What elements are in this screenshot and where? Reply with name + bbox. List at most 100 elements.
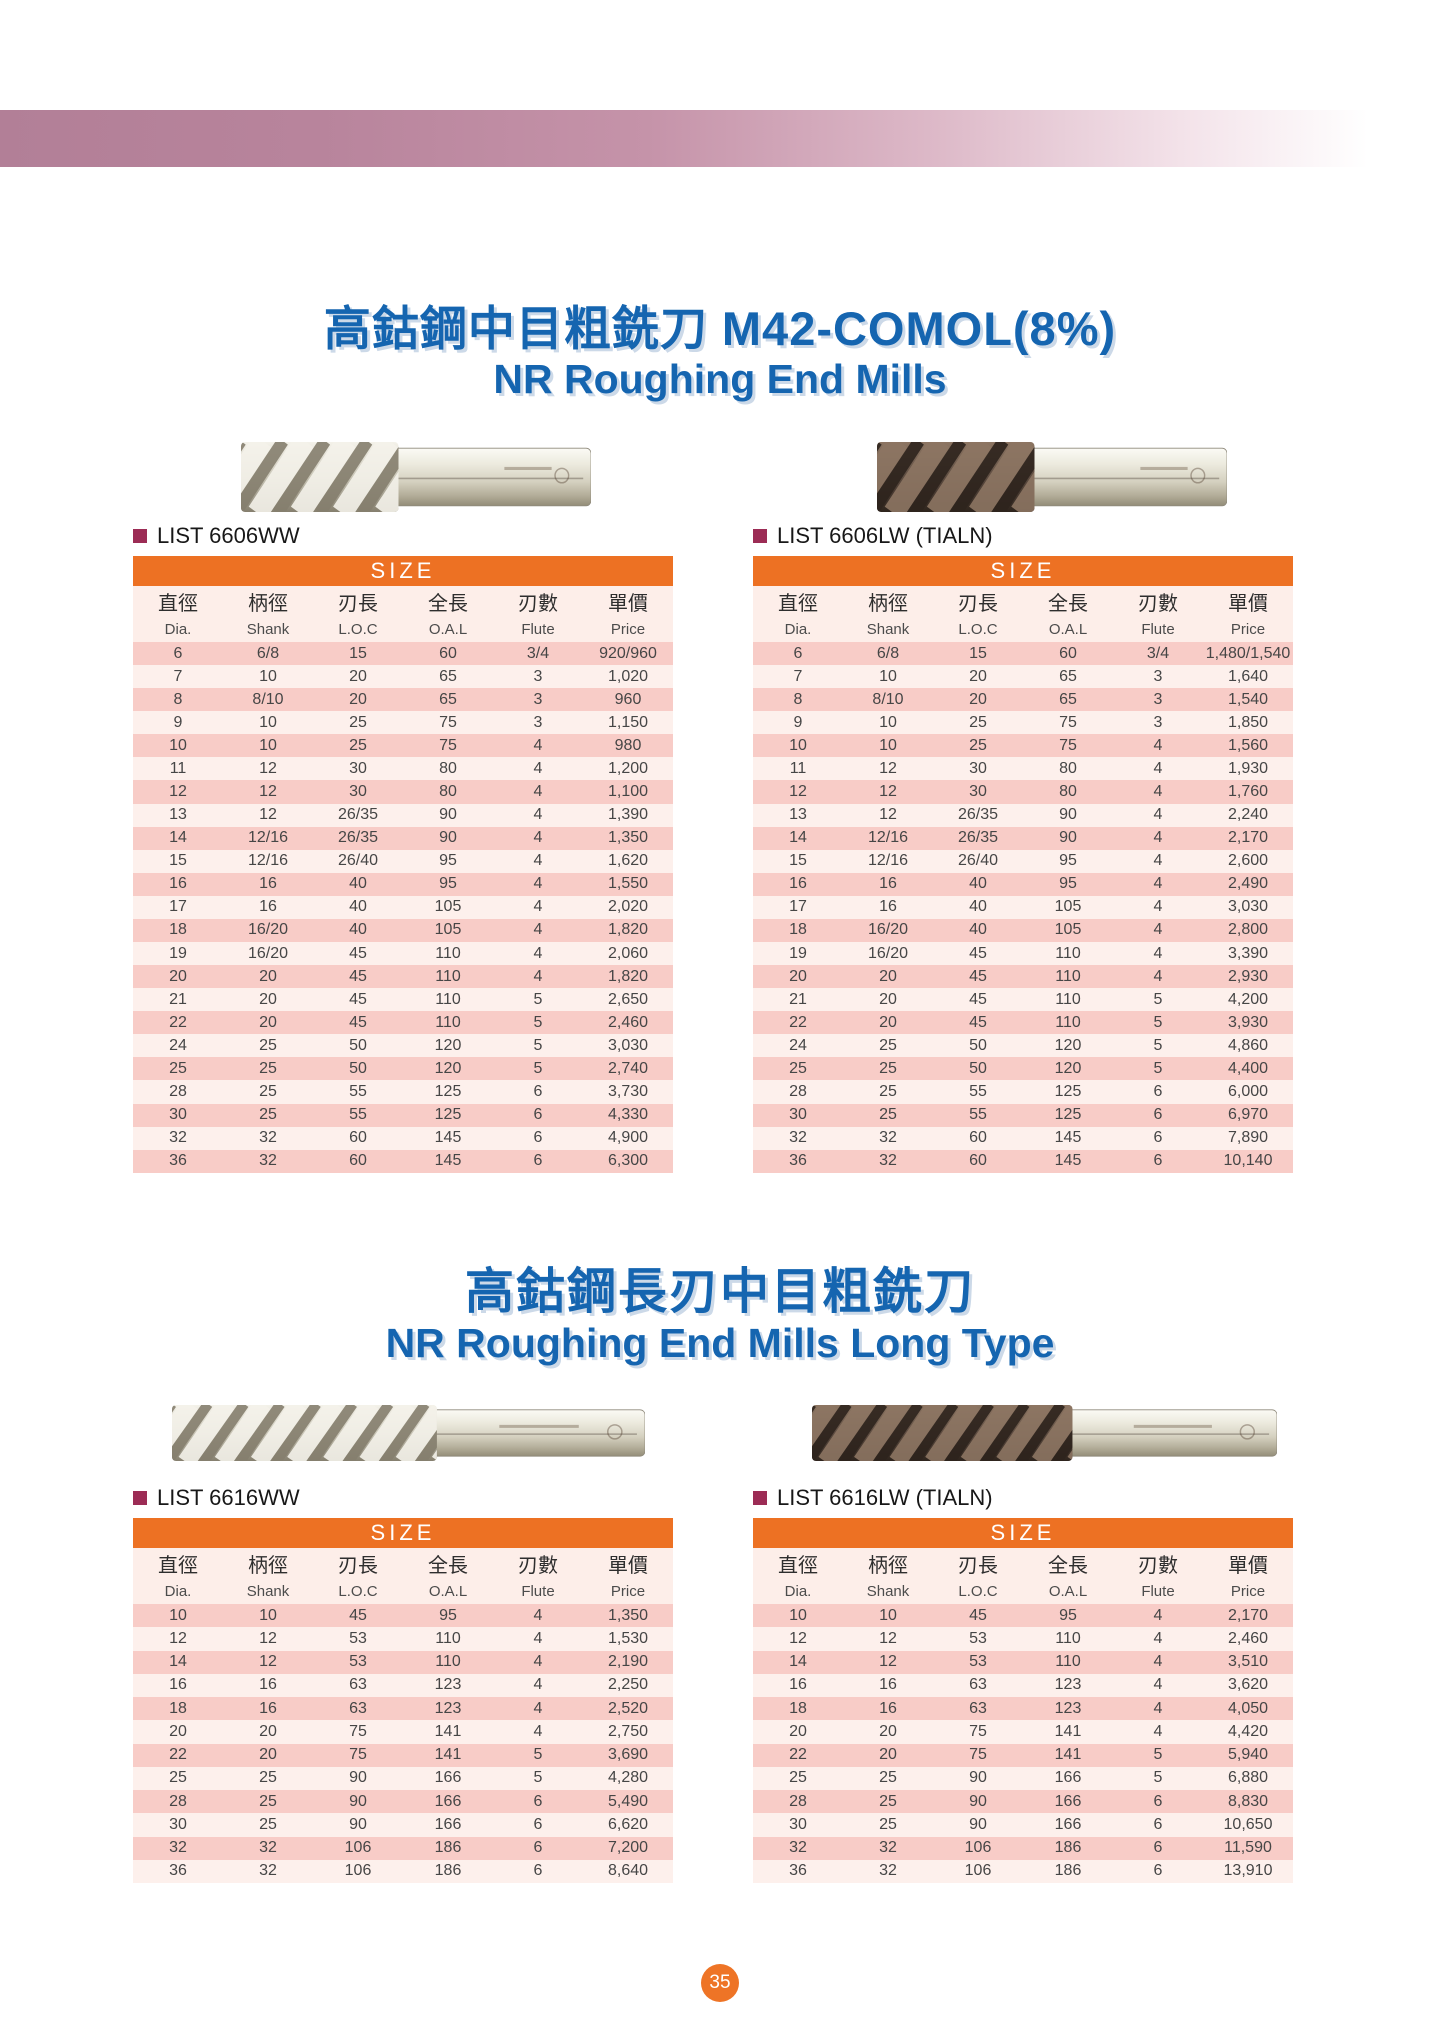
table-row: 30 25 90 166 6 10,650 [753,1813,1293,1837]
table-cell: 4 [533,1629,543,1647]
table-cell: 55 [349,1083,367,1101]
table-row: 32 32 60 145 6 7,890 [753,1126,1293,1150]
table-cell: 1,390 [607,806,649,824]
table-cell: 2,490 [1227,875,1269,893]
column-header-zh: 單價 [608,593,648,615]
table-row: 16 16 40 95 4 1,550 [133,872,673,896]
column-header-zh: 單價 [608,1555,648,1577]
table-cell: 8 [793,690,803,708]
table-cell: 6 [533,1862,543,1880]
table-cell: 2,250 [607,1676,649,1694]
table-cell: 25 [879,1106,897,1124]
column-header-zh: 全長 [428,1555,468,1577]
table-cell: 1,100 [607,783,649,800]
table-cell: 3 [533,667,543,685]
table-cell: 10 [879,713,897,731]
table-cell: 1,350 [607,829,649,847]
table-cell: 16 [259,1699,277,1717]
table-cell: 110 [1055,1653,1081,1671]
table-cell: 63 [969,1676,987,1694]
table-cell: 3 [1153,667,1163,685]
table-cell: 32 [879,1152,897,1170]
column-header-en: Shank [866,1583,910,1600]
table-cell: 25 [169,1059,187,1077]
table-cell: 30 [969,783,987,800]
table-row: 20 20 75 141 4 2,750 [133,1720,673,1744]
end-mill-photo-6616ww [172,1404,646,1462]
table-cell: 60 [1059,644,1077,662]
table-cell: 2,650 [607,990,649,1008]
table-cell: 65 [1059,690,1077,708]
table-cell: 40 [349,898,367,916]
table-row: 32 32 60 145 6 4,900 [133,1126,673,1150]
table-cell: 5 [533,990,543,1008]
table-cell: 20 [879,990,897,1008]
list-label-text: LIST 6616LW (TIALN) [777,1485,993,1510]
end-mill-illustration [172,1405,646,1461]
table-cell: 18 [169,921,187,939]
table-cell: 2,520 [607,1699,649,1717]
table-cell: 53 [349,1629,367,1647]
table-cell: 90 [349,1792,367,1810]
table-cell: 2,020 [607,898,649,916]
table-row: 14 12/16 26/35 90 4 1,350 [133,826,673,850]
table-cell: 25 [879,1083,897,1101]
column-header-zh: 單價 [1228,593,1268,615]
table-cell: 60 [349,1152,367,1170]
table-cell: 20 [879,1013,897,1031]
table-cell: 20 [969,690,987,708]
table-cell: 30 [169,1106,187,1124]
table-cell: 4 [1153,1629,1163,1647]
table-cell: 110 [1055,1013,1081,1031]
table-row: 28 25 55 125 6 6,000 [753,1080,1293,1104]
table-cell: 6 [1153,1792,1163,1810]
table-cell: 65 [1059,667,1077,685]
table-cell: 110 [435,990,461,1008]
table-cell: 145 [434,1129,462,1147]
table-cell: 6 [1153,1152,1163,1170]
table-cell: 45 [969,1013,987,1031]
table-cell: 16/20 [867,944,909,962]
table-cell: 20 [169,1722,187,1740]
table-cell: 141 [1054,1746,1082,1764]
table-cell: 75 [439,736,457,754]
table-cell: 55 [969,1106,987,1124]
table-cell: 10 [789,1606,807,1624]
size-header: SIZE [133,1518,673,1548]
table-cell: 36 [169,1862,187,1880]
table-cell: 2,240 [1227,806,1269,824]
table-cell: 4 [533,1676,543,1694]
table-cell: 63 [349,1699,367,1717]
table-cell: 1,020 [607,667,649,685]
table-cell: 4 [533,852,543,870]
table-cell: 25 [169,1769,187,1787]
table-cell: 10 [879,667,897,685]
table-body: 10 10 45 95 4 2,170 12 12 53 110 4 2,460 14 12 53 110 4 3… [753,1604,1293,1883]
table-cell: 45 [349,967,367,985]
table-cell: 4 [1153,783,1163,800]
table-cell: 2,750 [607,1722,649,1740]
table-cell: 45 [969,944,987,962]
section2-title-zh: 高鈷鋼長刃中目粗銑刀 [464,1265,975,1319]
table-cell: 16 [879,1676,897,1694]
table-cell: 1,540 [1227,690,1269,708]
table-cell: 22 [789,1013,807,1031]
table-cell: 26/40 [337,852,379,870]
column-header-en: Flute [1141,1583,1175,1600]
table-cell: 6 [533,1129,543,1147]
table-cell: 50 [349,1059,367,1077]
table-cell: 920/960 [599,644,657,662]
table-cell: 125 [1054,1106,1082,1124]
table-cell: 90 [969,1769,987,1787]
table-cell: 4 [533,829,543,847]
table-cell: 26/35 [957,806,999,824]
table-cell: 4 [1153,944,1163,962]
table-cell: 123 [1054,1699,1082,1717]
table-cell: 3,690 [607,1746,649,1764]
table-cell: 26/35 [957,829,999,847]
table-cell: 12 [259,759,277,777]
column-header-zh: 直徑 [778,593,818,615]
table-cell: 10 [879,736,897,754]
table-cell: 26/40 [957,852,999,870]
table-cell: 14 [169,1653,187,1671]
